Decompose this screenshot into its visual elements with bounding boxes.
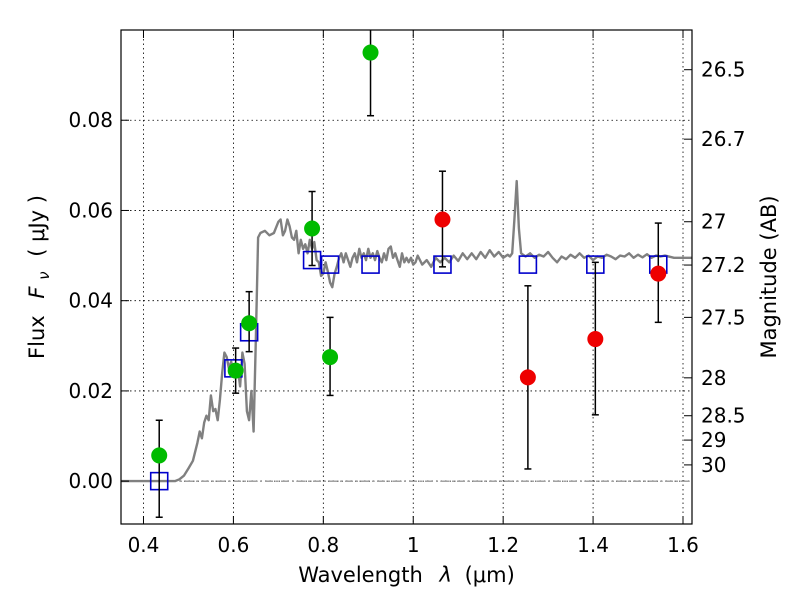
y-axis-label-text: Flux	[25, 315, 49, 359]
x-tick-label: 1.4	[577, 533, 609, 557]
plot-frame	[120, 29, 693, 525]
right-tick-label: 26.7	[701, 127, 746, 151]
right-tick-label: 27.2	[701, 253, 746, 277]
right-tick-label: 30	[701, 453, 726, 477]
photometry-point	[151, 447, 168, 464]
model-photometry-square	[361, 255, 380, 274]
spectrum-layer	[121, 179, 692, 483]
right-tick-label: 29	[701, 428, 726, 452]
spectrum-line	[121, 179, 692, 483]
y-tick-label: 0.00	[68, 469, 113, 493]
photometry-point	[304, 220, 321, 237]
marker-layer	[149, 30, 668, 518]
x-axis-label-unit: (μm)	[465, 563, 515, 587]
photometry-point	[241, 315, 258, 332]
x-tick-label: 1.2	[487, 533, 519, 557]
x-axis-label-symbol: λ	[438, 563, 451, 587]
y-axis-label: Flux F ν ( μJy )	[25, 195, 54, 359]
photometry-point	[519, 369, 536, 386]
y-axis-label-symbol: F	[25, 286, 49, 299]
photometry-point	[650, 265, 667, 282]
axis-ticks	[121, 30, 692, 524]
right-tick-label: 27.5	[701, 305, 746, 329]
x-axis-label-text: Wavelength	[298, 563, 423, 587]
photometry-point	[362, 44, 379, 61]
y-axis-label-subscript: ν	[35, 271, 53, 279]
right-tick-label: 27	[701, 210, 726, 234]
x-tick-label: 1.6	[667, 533, 699, 557]
photometry-point	[587, 331, 604, 348]
grid-lines	[121, 30, 692, 524]
x-tick-label: 1	[407, 533, 420, 557]
x-tick-label: 0.6	[217, 533, 249, 557]
right-tick-label: 26.5	[701, 58, 746, 82]
x-tick-label: 0.8	[307, 533, 339, 557]
photometry-point	[227, 362, 244, 379]
y-tick-label: 0.06	[68, 198, 113, 222]
x-axis-label: Wavelength λ (μm)	[298, 563, 515, 587]
model-photometry-square	[320, 255, 340, 274]
y-tick-label: 0.08	[68, 108, 113, 132]
tick-labels: 0.4 0.6 0.8 1 1.2 1.4 1.6 0.00 0.02 0.04 0.06 0.08 2…	[68, 58, 745, 557]
x-tick-label: 0.4	[128, 533, 160, 557]
y-tick-label: 0.02	[68, 379, 113, 403]
y-axis-label-unit: ( μJy )	[25, 195, 49, 257]
y-tick-label: 0.04	[68, 289, 113, 313]
right-axis-label: Magnitude (AB)	[757, 195, 781, 358]
right-tick-label: 28	[701, 366, 726, 390]
right-tick-label: 28.5	[701, 404, 746, 428]
model-photometry-square	[518, 255, 538, 274]
photometry-point	[434, 211, 451, 228]
photometry-point	[322, 349, 339, 366]
